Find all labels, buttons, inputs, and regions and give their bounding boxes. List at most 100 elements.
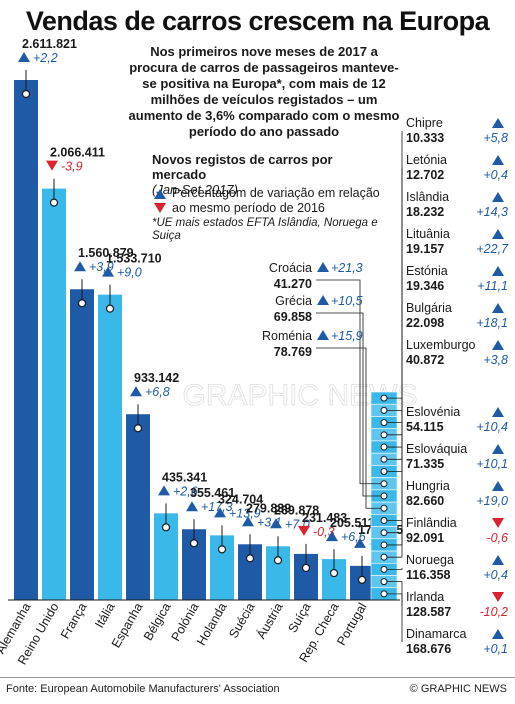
marker-dot — [105, 304, 115, 313]
small-market-value: 10.333 — [406, 131, 444, 145]
category-label: Suíça — [285, 600, 313, 635]
small-market-value: 41.270 — [274, 277, 312, 291]
small-market-name: Roménia — [262, 329, 312, 343]
small-market-dot — [380, 406, 388, 414]
small-market-name: Dinamarca — [406, 627, 466, 641]
small-market-leader — [384, 593, 403, 642]
up-triangle-icon — [186, 501, 198, 512]
marker-dot — [77, 299, 87, 308]
small-market-leader — [316, 312, 384, 497]
change-label: +17,3 — [201, 500, 233, 514]
small-market-dot — [380, 553, 388, 561]
small-market-dot — [380, 431, 388, 439]
footer-rule — [0, 677, 515, 678]
value-label: 205.511 — [330, 516, 375, 530]
small-market-change: +3,8 — [483, 353, 508, 367]
small-market-value: 82.660 — [406, 494, 444, 508]
value-label: 324.704 — [218, 492, 263, 506]
up-triangle-icon — [354, 537, 366, 548]
small-market-name: Hungria — [406, 479, 450, 493]
up-triangle-icon — [158, 485, 170, 496]
up-triangle-icon — [270, 518, 282, 529]
marker-dot — [329, 568, 339, 578]
up-triangle-icon — [492, 444, 504, 454]
up-triangle-icon — [492, 118, 504, 128]
change-label: +2,2 — [33, 51, 58, 65]
small-market-dot — [380, 480, 388, 488]
category-label: França — [58, 600, 90, 641]
up-triangle-icon — [492, 555, 504, 565]
up-triangle-icon — [492, 229, 504, 239]
up-triangle-icon — [492, 192, 504, 202]
change-label: +6,8 — [145, 385, 170, 399]
category-label: Itália — [92, 600, 117, 630]
up-triangle-icon — [317, 295, 329, 305]
small-market-name: Eslovénia — [406, 405, 460, 419]
up-triangle-icon — [492, 340, 504, 350]
small-market-change: +5,8 — [483, 131, 508, 145]
up-triangle-icon — [102, 266, 114, 277]
small-market-change: +18,1 — [476, 316, 508, 330]
small-market-dot — [380, 578, 388, 586]
small-market-dot — [380, 468, 388, 476]
small-market-value: 12.702 — [406, 168, 444, 182]
legend-note: *UE mais estados EFTA Islândia, Noruega … — [152, 217, 378, 242]
small-market-value: 116.358 — [406, 568, 451, 582]
chart-subheading: Novos registos de carros por mercado (Ja… — [152, 152, 382, 197]
small-market-name: Noruega — [406, 553, 454, 567]
small-market-change: +10,1 — [476, 457, 508, 471]
small-market-dot — [380, 516, 388, 524]
small-market-change: +0,1 — [483, 642, 508, 656]
bar-5 — [126, 414, 150, 600]
small-market-change: +0,4 — [483, 168, 508, 182]
small-market-name: Grécia — [275, 294, 312, 308]
value-label: 279.839 — [246, 501, 291, 515]
small-market-leader — [384, 131, 403, 399]
small-market-value: 78.769 — [274, 345, 312, 359]
marker-dot — [21, 89, 31, 99]
small-market-leader — [384, 568, 403, 570]
small-market-name: Croácia — [269, 261, 312, 275]
bar-1 — [14, 80, 38, 600]
marker-dot — [301, 563, 311, 573]
change-label: -0,3 — [313, 525, 335, 539]
up-triangle-icon — [214, 507, 226, 518]
small-market-change: +14,3 — [476, 205, 508, 219]
small-market-leader — [316, 347, 384, 509]
small-market-value: 18.232 — [406, 205, 444, 219]
small-market-dot — [380, 565, 388, 573]
small-market-value: 168.676 — [406, 642, 451, 656]
small-market-name: Irlanda — [406, 590, 444, 604]
small-market-leader — [384, 168, 403, 411]
marker-dot — [273, 556, 283, 565]
value-label: 269.878 — [274, 503, 319, 517]
value-label: 355.461 — [190, 486, 235, 500]
up-triangle-icon — [492, 629, 504, 639]
source-text: Fonte: European Automobile Manufacturers… — [6, 683, 280, 695]
small-market-dot — [380, 590, 388, 598]
small-market-change: +19,0 — [476, 494, 508, 508]
legend-up-text: Percentagem de variação em relação ao me… — [172, 186, 380, 215]
up-triangle-icon — [492, 481, 504, 491]
small-market-change: +10,4 — [476, 420, 508, 434]
small-market-value: 19.157 — [406, 242, 444, 256]
marker-dot — [189, 539, 199, 548]
small-market-name: Luxemburgo — [406, 338, 476, 352]
value-label: 1.533.710 — [106, 252, 162, 266]
bar-2 — [42, 188, 66, 600]
legend: Percentagem de variação em relação ao me… — [152, 186, 388, 243]
down-triangle-icon — [492, 592, 504, 602]
value-label: 2.066.411 — [50, 146, 105, 160]
down-triangle-icon — [154, 203, 166, 213]
legend-up: Percentagem de variação em relação ao me… — [152, 186, 388, 216]
marker-dot — [133, 424, 143, 433]
small-market-value: 40.872 — [406, 353, 444, 367]
down-triangle-icon — [492, 518, 504, 528]
small-market-name: Finlândia — [406, 516, 457, 530]
small-market-name: Letónia — [406, 153, 447, 167]
small-market-change: +15,9 — [331, 329, 363, 343]
small-market-change: -10,2 — [480, 605, 509, 619]
down-triangle-icon — [46, 160, 58, 171]
change-label: -3,9 — [61, 160, 83, 174]
